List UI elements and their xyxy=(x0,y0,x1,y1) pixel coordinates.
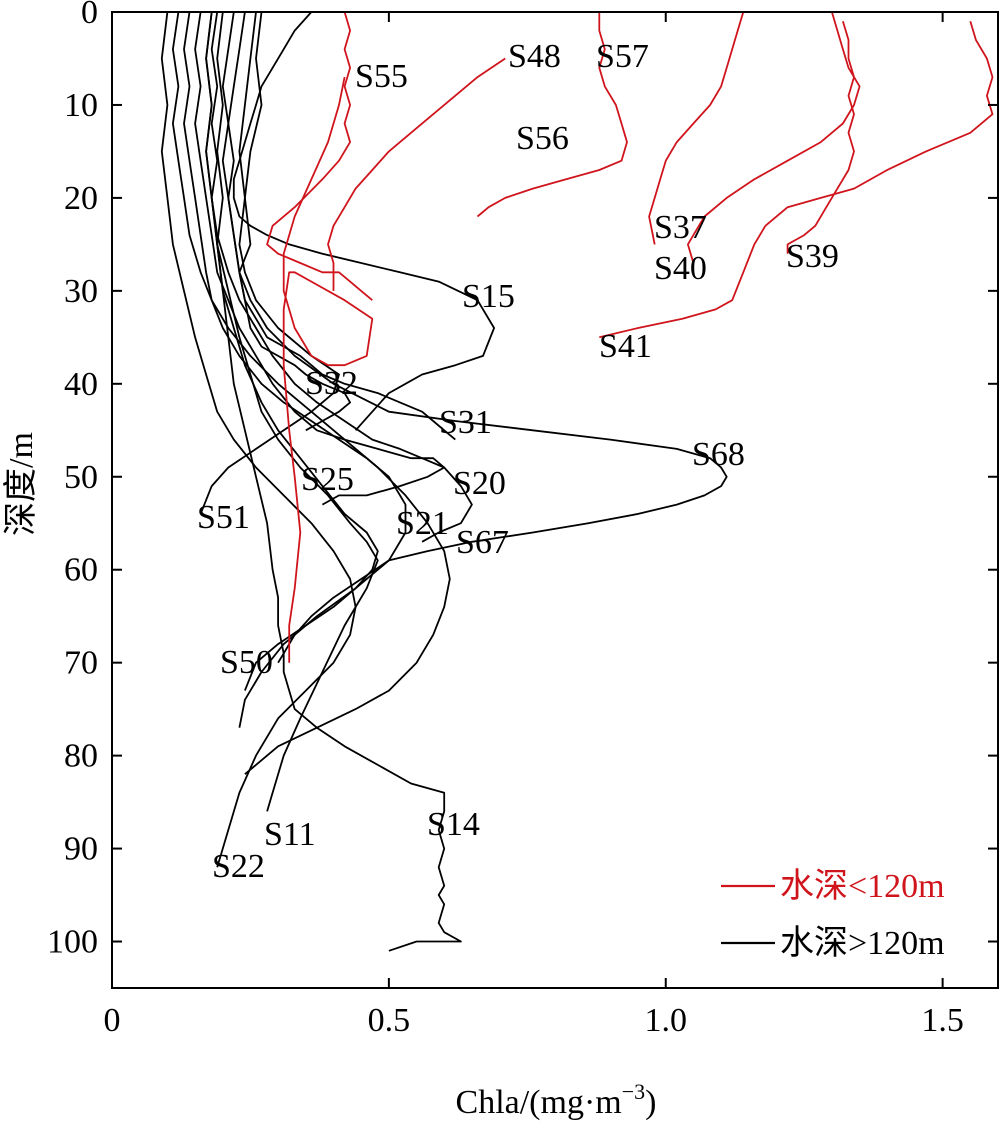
series-label-s68: S68 xyxy=(692,436,745,473)
y-tick-label: 80 xyxy=(64,738,98,775)
series-line-s31 xyxy=(221,11,456,441)
legend-label-deep: 水深>120m xyxy=(780,925,945,962)
y-tick-label: 0 xyxy=(81,0,98,31)
series-label-s39: S39 xyxy=(786,238,839,275)
series-line-s15 xyxy=(232,11,496,431)
y-tick-label: 60 xyxy=(64,552,98,589)
series-label-s21: S21 xyxy=(396,505,449,542)
x-tick-label: 0.5 xyxy=(368,1002,411,1039)
x-axis-title-superscript: −3 xyxy=(622,1079,645,1104)
series-label-s11: S11 xyxy=(264,816,316,853)
y-tick-label: 10 xyxy=(64,87,98,124)
y-tick-label: 100 xyxy=(47,924,98,961)
plot-frame xyxy=(111,11,999,989)
series-line-s21 xyxy=(183,11,407,728)
series-line-s39 xyxy=(786,21,855,254)
x-tick-label: 1.0 xyxy=(645,1002,688,1039)
y-tick-label: 20 xyxy=(64,180,98,217)
series-label-s51: S51 xyxy=(197,499,250,536)
series-label-s20: S20 xyxy=(453,465,506,502)
y-tick-label: 90 xyxy=(64,831,98,868)
series-line-s48 xyxy=(266,11,373,301)
series-line-s57 xyxy=(327,57,506,291)
series-label-s55: S55 xyxy=(355,58,408,95)
series-label-s32: S32 xyxy=(305,365,358,402)
series-label-s57: S57 xyxy=(596,38,649,75)
series-line-s14 xyxy=(205,11,462,952)
series-line-s25 xyxy=(194,11,446,506)
series-label-s15: S15 xyxy=(462,278,515,315)
series-line-s22 xyxy=(160,11,357,868)
x-axis-title: Chla/(mg·m−3) xyxy=(456,1079,657,1121)
series-label-s50: S50 xyxy=(220,644,273,681)
y-axis: 0 10 20 30 40 50 60 70 80 90 100 xyxy=(47,0,998,961)
legend: 水深<120m 水深>120m xyxy=(721,868,945,962)
y-tick-label: 30 xyxy=(64,273,98,310)
x-tick-label: 1.5 xyxy=(921,1002,964,1039)
x-tick-label: 0 xyxy=(104,1002,121,1039)
series-line-s67 xyxy=(171,11,451,775)
series-label-s25: S25 xyxy=(301,461,354,498)
series-line-s68 xyxy=(227,11,728,664)
series-line-s11 xyxy=(205,11,379,812)
series-line-s40 xyxy=(687,11,861,264)
series-line-s32 xyxy=(238,11,352,432)
series-line-s51 xyxy=(199,11,340,515)
series-line-s56 xyxy=(476,12,628,218)
series-label-s48: S48 xyxy=(508,38,561,75)
legend-label-shallow: 水深<120m xyxy=(780,868,945,905)
series-line-s41 xyxy=(599,21,994,339)
series-label-s37: S37 xyxy=(654,209,707,246)
y-tick-label: 40 xyxy=(64,366,98,403)
series-line-s50 xyxy=(216,11,379,691)
series-label-s40: S40 xyxy=(654,250,707,287)
series-lines xyxy=(160,11,994,952)
series-label-s14: S14 xyxy=(427,806,480,843)
x-axis: 0 0.5 1.0 1.5 xyxy=(104,12,964,1039)
y-tick-label: 70 xyxy=(64,645,98,682)
x-axis-title-close: ) xyxy=(645,1084,656,1121)
y-axis-title: 深度/m xyxy=(2,432,40,536)
series-line-s37 xyxy=(648,11,745,245)
series-label-s67: S67 xyxy=(456,524,509,561)
series-label-s56: S56 xyxy=(516,120,569,157)
series-label-s41: S41 xyxy=(599,328,652,365)
series-line-s20 xyxy=(210,11,473,543)
x-axis-title-main: Chla/(mg·m xyxy=(456,1084,622,1121)
series-label-s22: S22 xyxy=(212,848,265,885)
y-tick-label: 50 xyxy=(64,459,98,496)
series-label-s31: S31 xyxy=(439,404,492,441)
series-line-s55 xyxy=(282,76,374,663)
